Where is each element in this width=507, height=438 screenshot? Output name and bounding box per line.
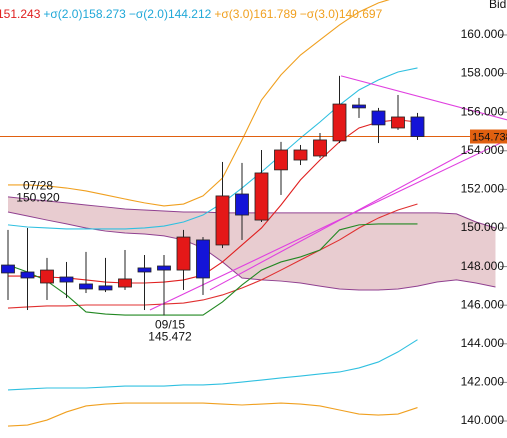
indicator-line — [7, 67, 418, 230]
indicator-line — [7, 223, 418, 316]
candle-body — [137, 267, 152, 273]
indicator-line — [149, 139, 507, 311]
lines-layer — [0, 0, 507, 427]
indicator-line — [7, 0, 390, 207]
candle-body — [79, 283, 93, 290]
y-tick-label: 146.000 — [461, 297, 505, 311]
header-item: +σ(3.0)161.789 — [214, 7, 297, 21]
candle-body — [254, 172, 269, 221]
candle-body — [59, 276, 74, 283]
indicator-line — [7, 339, 418, 391]
cloud-layer — [7, 196, 496, 291]
top-layer: 140.000 142.000 144.000 146.000 148.000 150.0… — [16, 27, 507, 427]
candle-body — [176, 236, 191, 271]
candle-body — [274, 149, 288, 171]
y-tick-label: 160.000 — [461, 27, 505, 41]
candle-body — [118, 278, 132, 288]
header-item: 151.243 — [0, 7, 41, 21]
annotation-value: 150.920 — [16, 190, 60, 204]
y-tick-label: 140.000 — [461, 413, 505, 427]
price-label-box — [470, 129, 507, 144]
indicator-line — [340, 75, 507, 121]
header-item: +σ(2.0)158.273 — [43, 7, 126, 21]
candle-body — [20, 271, 35, 279]
candle-body — [313, 139, 327, 157]
header-item: −σ(3.0)140.697 — [300, 7, 383, 21]
y-tick-label: 142.000 — [461, 375, 505, 389]
candles-layer — [1, 75, 425, 316]
price-label: 154.738 — [472, 131, 507, 143]
y-tick-label: 144.000 — [461, 336, 505, 350]
corner-label: Bid — [489, 0, 506, 11]
candle-body — [410, 116, 425, 137]
header: 151.243 +σ(2.0)158.273 −σ(2.0)144.212 +σ(3.… — [0, 7, 383, 21]
annotation-value: 145.472 — [148, 330, 192, 344]
cloud-fill — [7, 196, 496, 290]
candle-body — [157, 265, 171, 271]
y-tick-label: 150.000 — [461, 220, 505, 234]
y-tick-label: 158.000 — [461, 66, 505, 80]
candle-body — [352, 104, 366, 109]
candle-body — [391, 116, 405, 129]
candle-body — [215, 195, 230, 246]
candle-body — [98, 285, 113, 291]
candle-body — [293, 149, 308, 161]
candle-body — [196, 239, 210, 279]
annotation-date: 07/28 — [23, 178, 53, 192]
candle-body — [371, 110, 386, 126]
y-tick-label: 154.000 — [461, 143, 505, 157]
candle-body — [1, 264, 15, 274]
indicator-line — [7, 203, 418, 309]
candle-body — [332, 103, 347, 142]
y-tick-label: 156.000 — [461, 104, 505, 118]
candle-body — [235, 193, 249, 216]
indicator-line — [7, 402, 418, 427]
candle-body — [40, 269, 54, 284]
y-tick-label: 152.000 — [461, 182, 505, 196]
indicator-line — [209, 149, 471, 291]
y-tick-label: 148.000 — [461, 259, 505, 273]
header-item: −σ(2.0)144.212 — [129, 7, 212, 21]
indicator-line — [7, 119, 418, 284]
cloud-span-b — [7, 196, 496, 229]
annotation-date: 09/15 — [155, 318, 185, 332]
